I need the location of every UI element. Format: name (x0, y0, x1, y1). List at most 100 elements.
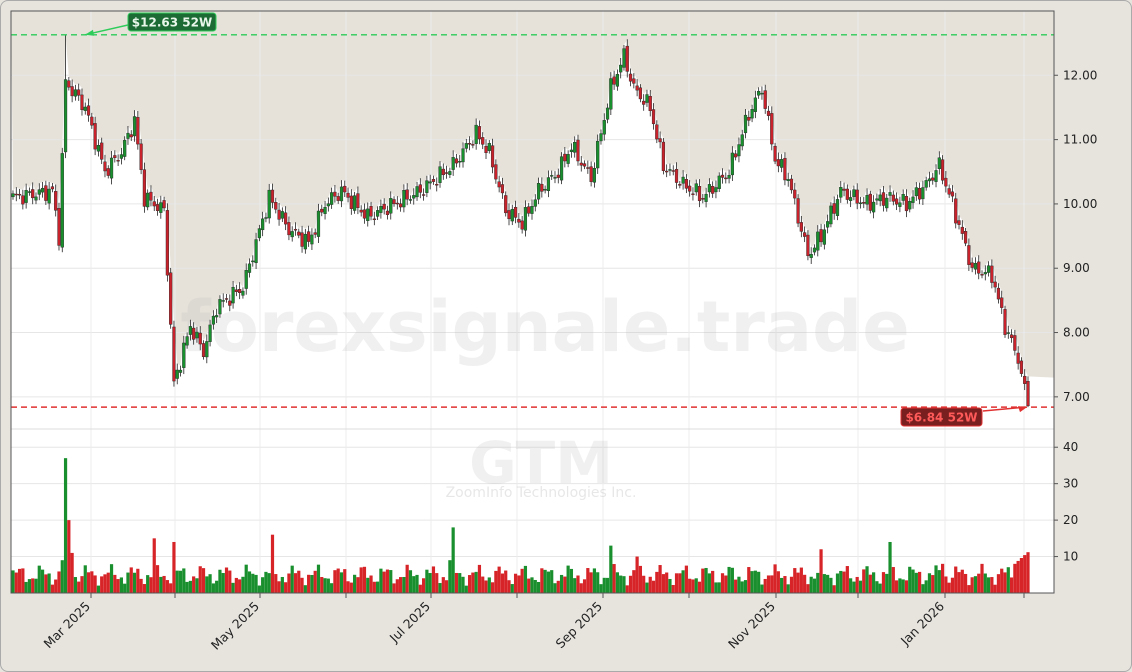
candle-body (901, 194, 905, 201)
volume-bar (415, 574, 419, 593)
volume-bar (714, 582, 718, 593)
volume-bar (763, 578, 767, 593)
candle-body (280, 211, 284, 219)
volume-bar (218, 569, 222, 593)
candle-body (494, 164, 498, 180)
candle-body (54, 191, 58, 211)
volume-bar (1023, 555, 1027, 593)
volume-bar (34, 578, 38, 593)
volume-bar (155, 565, 160, 593)
volume-bar (967, 585, 971, 593)
candle-body (50, 186, 55, 190)
volume-plot-bg (11, 429, 1054, 593)
volume-bar (185, 581, 189, 593)
volume-bar (63, 458, 68, 593)
volume-bar (533, 579, 537, 593)
volume-bar (1016, 560, 1020, 593)
watermark-company: ZoomInfo Technologies Inc. (446, 485, 637, 501)
volume-bar (780, 577, 784, 593)
candle-body (619, 64, 623, 73)
volume-bar (228, 570, 232, 593)
volume-bar (940, 563, 945, 593)
volume-bar (448, 560, 452, 593)
volume-bar (766, 575, 771, 593)
candle-body (674, 168, 679, 183)
volume-bar (789, 576, 794, 593)
candle-body (550, 175, 554, 177)
candle-body (983, 272, 987, 275)
candle-body (415, 186, 419, 198)
volume-bar (339, 572, 344, 593)
candle-body (543, 188, 547, 191)
volume-bar (215, 580, 219, 593)
volume-bar (326, 578, 330, 593)
volume-bar (201, 568, 206, 593)
candle-body (513, 207, 518, 218)
candle-body (556, 174, 560, 178)
volume-bar (500, 573, 505, 593)
candle-body (126, 132, 130, 139)
candle-body (533, 199, 537, 207)
volume-bar (504, 570, 508, 593)
volume-bar (681, 570, 685, 593)
candle-body (346, 192, 350, 198)
volume-bar (799, 567, 803, 593)
volume-bar (103, 574, 107, 593)
volume-bar (310, 574, 314, 593)
volume-bar (668, 578, 672, 593)
candle-body (211, 315, 215, 325)
candle-body (412, 195, 416, 199)
candle-body (60, 153, 64, 248)
volume-bar (195, 578, 199, 593)
candle-body (70, 86, 74, 97)
volume-bar (977, 573, 981, 593)
candle-body (428, 181, 432, 184)
candle-body (234, 289, 238, 292)
candle-body (921, 187, 925, 200)
candle-body (31, 189, 35, 199)
candle-body (510, 209, 514, 222)
volume-bar (924, 580, 928, 593)
candle-body (123, 140, 127, 157)
candle-body (421, 194, 426, 196)
candle-body (582, 163, 587, 167)
candle-body (563, 153, 567, 162)
candle-body (829, 205, 833, 225)
volume-bar (737, 576, 741, 593)
volume-bar (852, 581, 856, 593)
volume-bar (707, 573, 711, 593)
candle-body (484, 146, 488, 154)
volume-bar (382, 571, 386, 593)
candle-body (954, 198, 958, 224)
candle-body (228, 300, 232, 306)
candle-body (376, 210, 380, 217)
candle-body (569, 149, 574, 153)
candle-body (287, 222, 291, 236)
volume-tick-label: 40 (1063, 440, 1078, 454)
volume-bar (734, 579, 738, 593)
candle-body (865, 195, 869, 205)
volume-bar (11, 570, 15, 593)
volume-bar (24, 581, 28, 593)
candle-body (359, 209, 363, 213)
candle-body (760, 92, 764, 95)
candle-body (152, 201, 156, 207)
candle-body (694, 183, 698, 193)
volume-bar (602, 577, 606, 593)
candle-body (747, 116, 751, 121)
candle-body (849, 197, 853, 201)
candle-body (799, 222, 803, 232)
volume-bar (497, 566, 501, 593)
candle-body (267, 189, 271, 219)
volume-bar (435, 573, 439, 593)
candles-layer (11, 34, 1030, 408)
volume-bar (425, 569, 429, 593)
volume-bar (395, 579, 399, 593)
candle-body (67, 80, 71, 88)
candle-body (632, 78, 636, 84)
volume-bar (261, 577, 265, 593)
candle-body (868, 193, 872, 211)
candle-body (155, 204, 160, 211)
volume-bar (451, 527, 455, 593)
volume-bar (901, 579, 905, 593)
